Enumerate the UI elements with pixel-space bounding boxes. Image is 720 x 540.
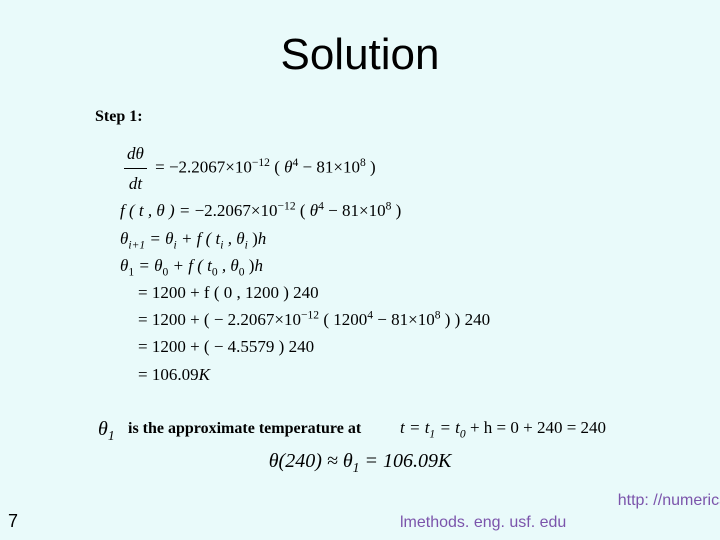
eq-line-4: θ1 = θ0 + f ( t0 , θ0 )h: [120, 252, 490, 279]
eq-line-1: dθ dt = −2.2067×10−12 ( θ4 − 81×108 ): [120, 140, 490, 197]
result-line: θ(240) ≈ θ1 = 106.09K: [0, 450, 720, 473]
step-label: Step 1:: [95, 108, 143, 126]
equation-block: dθ dt = −2.2067×10−12 ( θ4 − 81×108 ) f …: [120, 140, 490, 388]
theta1-symbol: θ1: [98, 418, 115, 441]
eq-line-3: θi+1 = θi + f ( ti , θi )h: [120, 225, 490, 252]
footer-link-1: lmethods. eng. usf. edu: [400, 514, 566, 532]
slide-title: Solution: [0, 30, 720, 80]
eq-line-8: = 106.09K: [120, 361, 490, 388]
footer-link-2: http: //numerica: [618, 492, 720, 510]
eq-line-2: f ( t , θ ) = −2.2067×10−12 ( θ4 − 81×10…: [120, 197, 490, 224]
t-line: t = t1 = t0 + h = 0 + 240 = 240: [400, 418, 606, 438]
eq-line-6: = 1200 + ( − 2.2067×10−12 ( 12004 − 81×1…: [120, 306, 490, 333]
slide-number: 7: [8, 511, 18, 532]
eq-line-5: = 1200 + f ( 0 , 1200 ) 240: [120, 279, 490, 306]
approx-text: is the approximate temperature at: [128, 420, 361, 438]
eq-line-7: = 1200 + ( − 4.5579 ) 240: [120, 333, 490, 360]
